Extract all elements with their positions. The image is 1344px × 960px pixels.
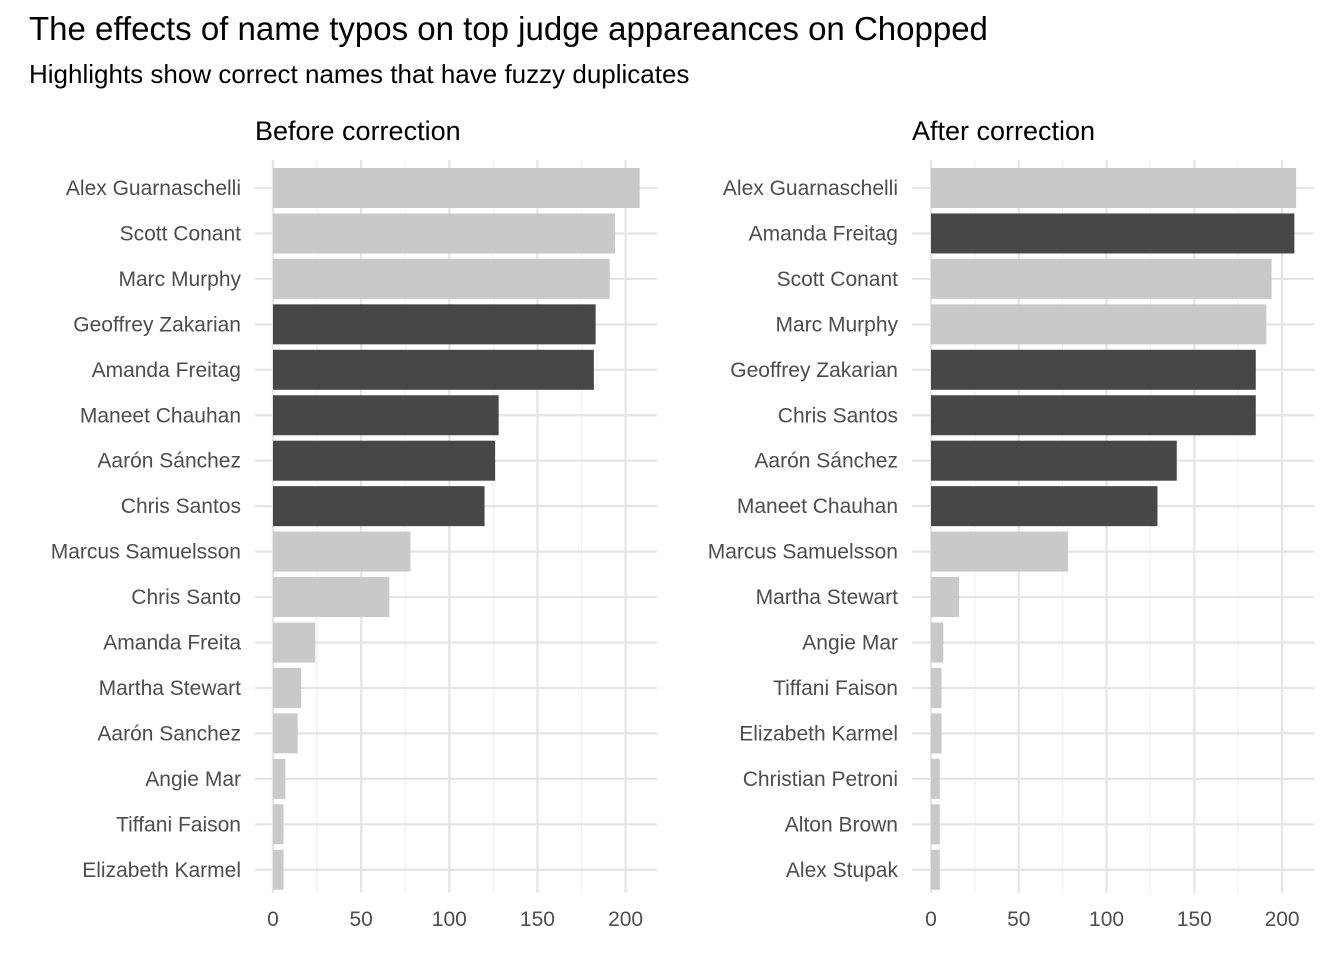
bar-amanda-freitag: [931, 213, 1295, 254]
y-tick-label: Angie Mar: [802, 632, 898, 655]
bar-marc-murphy: [931, 304, 1267, 345]
bar-scott-conant: [273, 213, 616, 254]
facet-after-correction: Alex Guarnaschelli Amanda Freitag Scott Co…: [708, 116, 1314, 931]
y-tick-label: Chris Santos: [778, 404, 898, 427]
bar-marcus-samuelsson: [273, 531, 411, 572]
x-tick-label: 200: [608, 908, 643, 931]
bar-marcus-samuelsson: [931, 531, 1068, 572]
bar-alex-guarnaschelli: [931, 168, 1297, 208]
y-tick-label: Chris Santo: [131, 586, 241, 609]
y-tick-label: Alex Stupak: [786, 859, 899, 882]
bar-scott-conant: [931, 258, 1272, 299]
x-tick-label: 0: [267, 908, 279, 931]
bar-maneet-chauhan: [931, 486, 1158, 527]
bar-tiffani-faison: [273, 804, 284, 845]
bar-chris-santos: [931, 395, 1256, 436]
y-tick-label: Alex Guarnaschelli: [723, 177, 898, 200]
y-tick-label: Marc Murphy: [118, 268, 241, 291]
bar-alex-stupak: [931, 849, 940, 890]
y-tick-label: Martha Stewart: [99, 677, 242, 700]
y-tick-label: Amanda Freita: [103, 632, 241, 655]
y-tick-label: Aarón Sánchez: [754, 450, 898, 473]
x-tick-label: 150: [520, 908, 555, 931]
y-tick-label: Amanda Freitag: [92, 359, 241, 382]
y-tick-label: Geoffrey Zakarian: [73, 313, 241, 336]
bar-alex-guarnaschelli: [273, 168, 640, 208]
x-tick-label: 50: [1007, 908, 1030, 931]
x-tick-label: 150: [1177, 908, 1212, 931]
bar-marc-murphy: [273, 258, 610, 299]
y-tick-label: Tiffani Faison: [116, 813, 241, 836]
x-tick-label: 200: [1265, 908, 1300, 931]
bar-chris-santo: [273, 577, 390, 618]
y-tick-label: Tiffani Faison: [773, 677, 898, 700]
x-tick-label: 0: [925, 908, 937, 931]
bar-geoffrey-zakarian: [931, 349, 1256, 390]
y-tick-label: Angie Mar: [145, 768, 241, 791]
y-tick-label: Alton Brown: [785, 813, 898, 836]
y-tick-label: Marcus Samuelsson: [51, 541, 241, 564]
bar-aaron-sanchez: [273, 440, 496, 481]
bar-martha-stewart: [273, 667, 302, 708]
facet-title: After correction: [912, 116, 1095, 146]
bar-christian-petroni: [931, 758, 940, 799]
y-tick-label: Maneet Chauhan: [80, 404, 241, 427]
bar-aaron-sanchez: [931, 440, 1177, 481]
y-tick-label: Scott Conant: [120, 222, 242, 245]
y-tick-label: Marcus Samuelsson: [708, 541, 898, 564]
bar-tiffani-faison: [931, 667, 942, 708]
bar-amanda-freitag: [273, 349, 594, 390]
y-tick-label: Chris Santos: [121, 495, 241, 518]
y-tick-label: Elizabeth Karmel: [739, 722, 898, 745]
bar-martha-stewart: [931, 577, 960, 618]
y-tick-label: Elizabeth Karmel: [82, 859, 241, 882]
bar-angie-mar: [931, 622, 944, 663]
bar-alton-brown: [931, 804, 940, 845]
x-tick-label: 100: [432, 908, 467, 931]
y-tick-label: Christian Petroni: [743, 768, 898, 791]
bar-elizabeth-karmel: [931, 713, 942, 754]
bar-amanda-freita: [273, 622, 316, 663]
bar-maneet-chauhan: [273, 395, 499, 436]
y-tick-label: Geoffrey Zakarian: [730, 359, 898, 382]
bar-chris-santos: [273, 486, 485, 527]
bar-aaron-sanchez: [273, 713, 298, 754]
facet-title: Before correction: [255, 116, 461, 146]
y-tick-label: Maneet Chauhan: [737, 495, 898, 518]
x-tick-label: 100: [1089, 908, 1124, 931]
y-tick-label: Aarón Sánchez: [97, 450, 241, 473]
bar-angie-mar: [273, 758, 286, 799]
x-tick-label: 50: [349, 908, 372, 931]
y-tick-label: Alex Guarnaschelli: [66, 177, 241, 200]
chart-title: The effects of name typos on top judge a…: [29, 10, 988, 47]
bar-elizabeth-karmel: [273, 849, 284, 890]
y-tick-label: Amanda Freitag: [749, 222, 898, 245]
y-tick-label: Scott Conant: [777, 268, 899, 291]
y-tick-label: Aarón Sanchez: [97, 722, 241, 745]
facet-before-correction: Alex Guarnaschelli Scott Conant Marc Murph…: [51, 116, 657, 931]
y-tick-label: Marc Murphy: [775, 313, 898, 336]
y-tick-label: Martha Stewart: [756, 586, 899, 609]
bar-geoffrey-zakarian: [273, 304, 596, 345]
chart-subtitle: Highlights show correct names that have …: [29, 59, 690, 89]
